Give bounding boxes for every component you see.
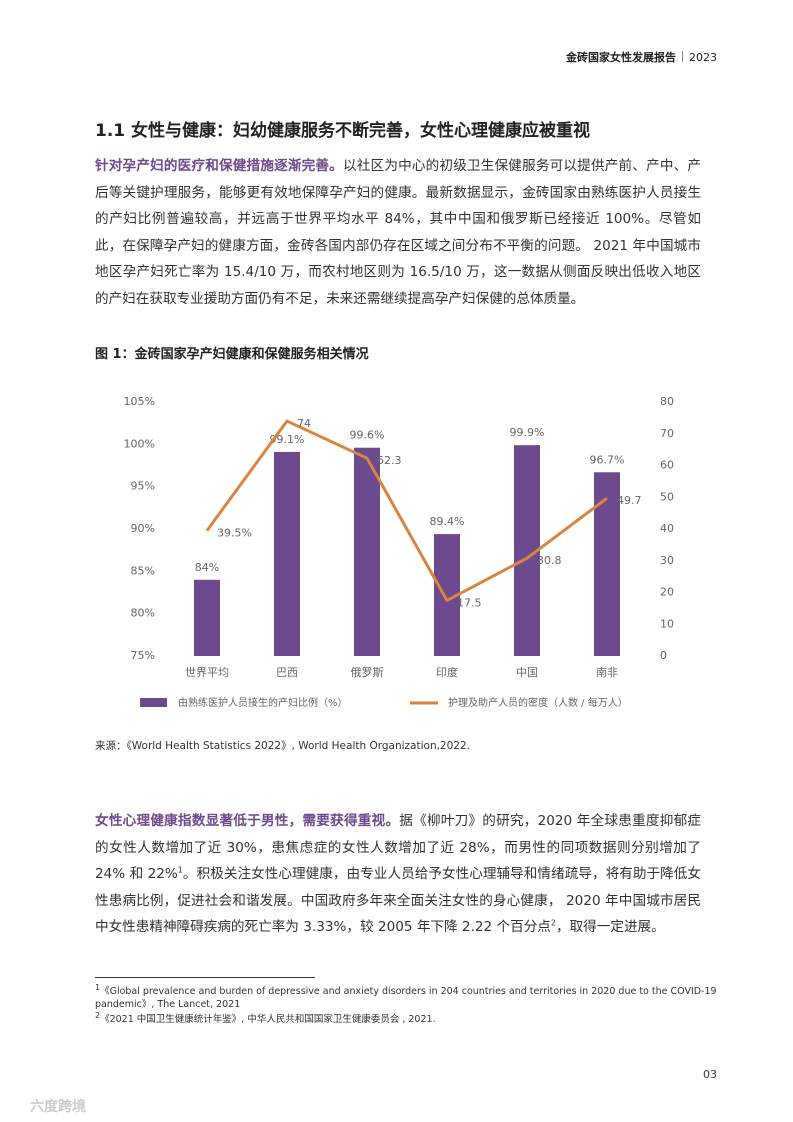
figure-title: 图 1：金砖国家孕产妇健康和保健服务相关情况 bbox=[95, 347, 369, 362]
text: 。积极关注女性心理健康，由专业人员给予女性心理辅导和情绪疏导，将有助于降低女性患… bbox=[95, 866, 701, 935]
bar-label: 96.7% bbox=[590, 453, 625, 466]
header-year: 2023 bbox=[689, 51, 717, 64]
footnote: 1《Global prevalence and burden of depres… bbox=[95, 982, 720, 1011]
y-tick-label: 100% bbox=[124, 437, 155, 450]
page-number: 03 bbox=[703, 1068, 717, 1081]
lead: 女性心理健康指数显著低于男性，需要获得重视。 bbox=[95, 813, 400, 829]
legend-swatch bbox=[140, 698, 167, 707]
line-label: 39.5% bbox=[217, 527, 252, 540]
y2-tick-label: 30 bbox=[660, 554, 674, 567]
footnote: 2《2021 中国卫生健康统计年鉴》, 中华人民共和国国家卫生健康委员会 , 2… bbox=[95, 1010, 720, 1026]
x-tick-label: 南非 bbox=[596, 666, 618, 679]
y2-tick-label: 50 bbox=[660, 490, 674, 503]
paragraph: 女性心理健康指数显著低于男性，需要获得重视。据《柳叶刀》的研究，2020 年全球… bbox=[95, 808, 701, 941]
bar-label: 99.9% bbox=[510, 426, 545, 439]
x-tick-label: 中国 bbox=[516, 666, 538, 679]
chart: 75% 80% 85% 90% 95% 100% 105% 0 10 20 30 40 50 60 70 80… bbox=[124, 395, 674, 709]
x-tick-label: 俄罗斯 bbox=[351, 666, 384, 679]
paragraph: 针对孕产妇的医疗和保健措施逐渐完善。以社区为中心的初级卫生保健服务可以提供产前、… bbox=[95, 153, 701, 312]
footnote-mark: 2 bbox=[95, 1010, 101, 1020]
source: 来源：《World Health Statistics 2022》, World… bbox=[95, 740, 470, 752]
footnote-rule bbox=[95, 977, 315, 978]
line-label: 30.8 bbox=[537, 554, 562, 567]
section-title: 1.1 女性与健康：妇幼健康服务不断完善，女性心理健康应被重视 bbox=[95, 121, 591, 141]
line-label: 49.7 bbox=[617, 494, 642, 507]
line-label: 62.3 bbox=[377, 454, 402, 467]
line-label: 74 bbox=[297, 417, 311, 430]
bar bbox=[274, 451, 300, 656]
lead: 针对孕产妇的医疗和保健措施逐渐完善。 bbox=[95, 158, 343, 174]
footnote-text: 《2021 中国卫生健康统计年鉴》, 中华人民共和国国家卫生健康委员会 , 20… bbox=[100, 1014, 436, 1025]
x-tick-label: 世界平均 bbox=[185, 666, 229, 679]
legend-label: 护理及助产人员的密度（人数 / 每万人） bbox=[448, 696, 628, 709]
y-tick-label: 95% bbox=[131, 480, 155, 493]
footnote-ref: 2 bbox=[550, 918, 556, 928]
bar bbox=[194, 579, 220, 656]
bar-label: 84% bbox=[195, 561, 219, 574]
bar-label: 99.6% bbox=[350, 429, 385, 442]
y2-tick-label: 10 bbox=[660, 617, 674, 630]
footnote-text: 《Global prevalence and burden of depress… bbox=[95, 986, 717, 1010]
y-tick-label: 85% bbox=[131, 564, 155, 577]
x-tick-label: 印度 bbox=[436, 665, 458, 679]
separator bbox=[682, 51, 683, 62]
line bbox=[205, 419, 608, 602]
y-tick-label: 105% bbox=[124, 395, 155, 408]
y2-tick-label: 80 bbox=[660, 395, 674, 408]
header-title: 金砖国家女性发展报告 bbox=[566, 51, 676, 64]
text: 据《柳叶刀》的研究，2020 年全球患重度抑郁症的女性人数增加了近 30%，患焦… bbox=[95, 813, 702, 882]
y2-tick-label: 20 bbox=[660, 586, 674, 599]
bar bbox=[354, 447, 380, 656]
header: 金砖国家女性发展报告 2023 bbox=[566, 49, 717, 65]
legend-label: 由熟练医护人员接生的产妇比例（%） bbox=[178, 696, 348, 709]
y-tick-label: 80% bbox=[131, 607, 155, 620]
footnote-ref: 1 bbox=[177, 865, 183, 875]
watermark: 六度跨境 bbox=[30, 1099, 86, 1115]
text: 以社区为中心的初级卫生保健服务可以提供产前、产中、产后等关键护理服务，能够更有效… bbox=[95, 158, 701, 307]
y2-tick-label: 60 bbox=[660, 459, 674, 472]
text: ，取得一定进展。 bbox=[556, 919, 665, 935]
footnote-mark: 1 bbox=[95, 982, 101, 992]
y2-tick-label: 40 bbox=[660, 522, 674, 535]
x-tick-label: 巴西 bbox=[276, 666, 298, 679]
bar-label: 89.4% bbox=[430, 515, 465, 528]
y-tick-label: 75% bbox=[131, 649, 155, 662]
y2-tick-label: 70 bbox=[660, 427, 674, 440]
y2-tick-label: 0 bbox=[660, 649, 667, 662]
bar-label: 99.1% bbox=[270, 433, 305, 446]
line-label: 17.5 bbox=[457, 596, 482, 609]
y-tick-label: 90% bbox=[131, 522, 155, 535]
